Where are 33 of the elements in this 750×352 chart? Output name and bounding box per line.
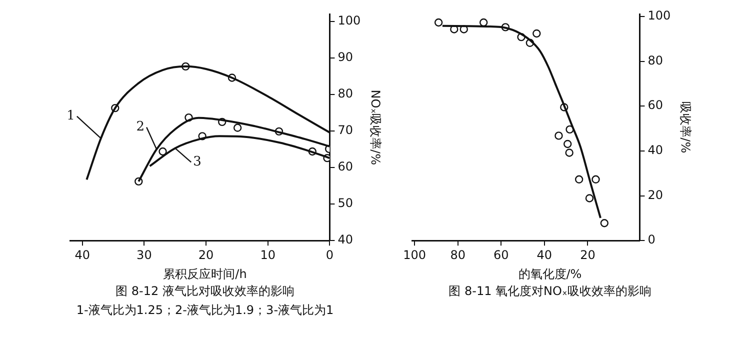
y-tick-label: 60 (648, 98, 663, 112)
y-tick-label: 90 (338, 50, 353, 64)
x-axis-title: 的氧化度/% (517, 266, 583, 283)
text: 1-液气比为1.25；2-液气比为1.9；3-液气比为1 (75, 302, 335, 319)
y-axis-title: 吸收率/% (678, 102, 693, 154)
y-tick-label: 40 (648, 143, 663, 158)
x-tick-label: 30 (136, 248, 152, 262)
x-tick-label: 80 (450, 248, 466, 262)
y-tick-label: 60 (338, 160, 353, 174)
y-tick-label: 0 (648, 232, 656, 247)
x-tick-label: 0 (326, 248, 334, 262)
x-tick-label: 20 (580, 248, 596, 262)
y-tick-label: 40 (338, 232, 353, 247)
y-axis-title: NOₓ吸收率/% (368, 90, 383, 165)
y-tick-label: 70 (338, 123, 353, 138)
x-tick-label: 10 (260, 248, 276, 262)
y-tick-label: 80 (648, 53, 663, 68)
x-tick-label: 20 (198, 248, 214, 262)
series-label: 2 (136, 120, 145, 135)
text: 图 8-12 液气比对吸收效率的影响 (114, 283, 296, 300)
text: 图 8-11 氧化度对NOₓ吸收效率的影响 (448, 283, 652, 300)
legend-label: 3 (193, 154, 202, 170)
y-tick-label: 100 (338, 14, 361, 28)
y-tick-label: 100 (648, 8, 671, 23)
x-tick-label: 40 (536, 248, 552, 262)
text: 1 (66, 108, 75, 124)
y-tick-label: 50 (338, 196, 353, 210)
x-tick-label: 100 (403, 248, 426, 262)
x-tick-label: 60 (493, 248, 509, 262)
x-axis-title: 累积反应时间/h (162, 266, 248, 283)
y-tick-label: 80 (338, 86, 353, 101)
y-tick-label: 20 (648, 188, 663, 202)
x-tick-label: 40 (74, 248, 90, 262)
